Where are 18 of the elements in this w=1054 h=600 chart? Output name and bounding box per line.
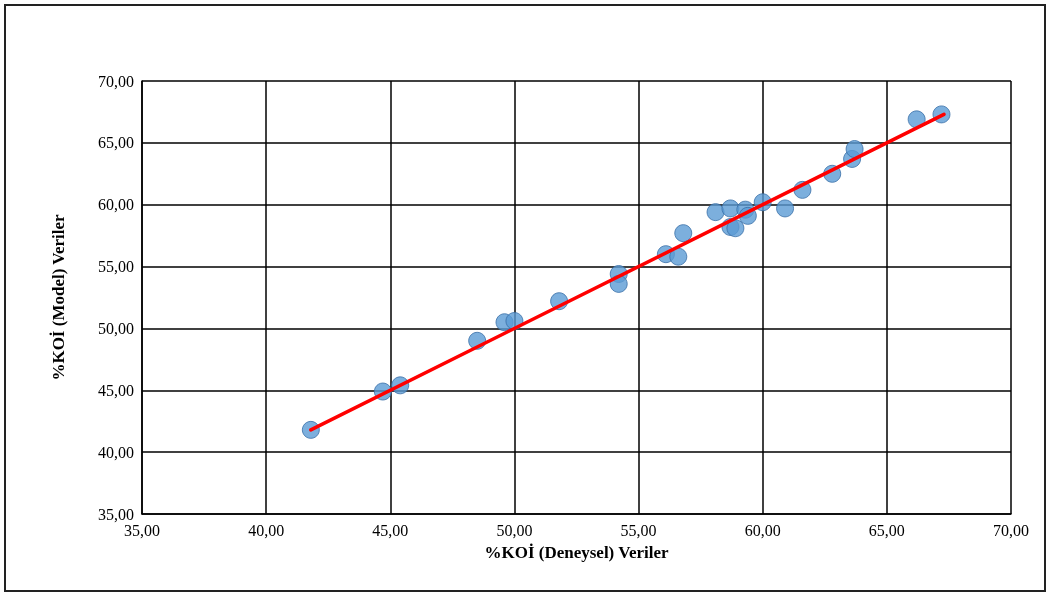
y-tick-label: 65,00 — [98, 134, 134, 152]
y-axis-title: %KOİ (Model) Veriler — [49, 213, 68, 381]
x-tick-label: 50,00 — [496, 521, 533, 539]
y-tick-label: 45,00 — [98, 381, 134, 399]
y-tick-label: 50,00 — [98, 319, 134, 337]
y-tick-label: 40,00 — [98, 443, 134, 461]
x-tick-label: 65,00 — [868, 521, 905, 539]
y-tick-label: 35,00 — [98, 505, 134, 523]
x-tick-label: 40,00 — [248, 521, 285, 539]
x-tick-label: 60,00 — [744, 521, 781, 539]
x-tick-label: 70,00 — [993, 521, 1029, 539]
x-tick-label: 35,00 — [124, 521, 160, 539]
x-axis-title: %KOİ (Deneysel) Veriler — [484, 543, 670, 562]
y-tick-label: 60,00 — [98, 196, 134, 214]
x-tick-label: 45,00 — [372, 521, 409, 539]
y-tick-label: 55,00 — [98, 258, 134, 276]
y-tick-label: 70,00 — [98, 72, 134, 90]
x-tick-label: 55,00 — [620, 521, 657, 539]
